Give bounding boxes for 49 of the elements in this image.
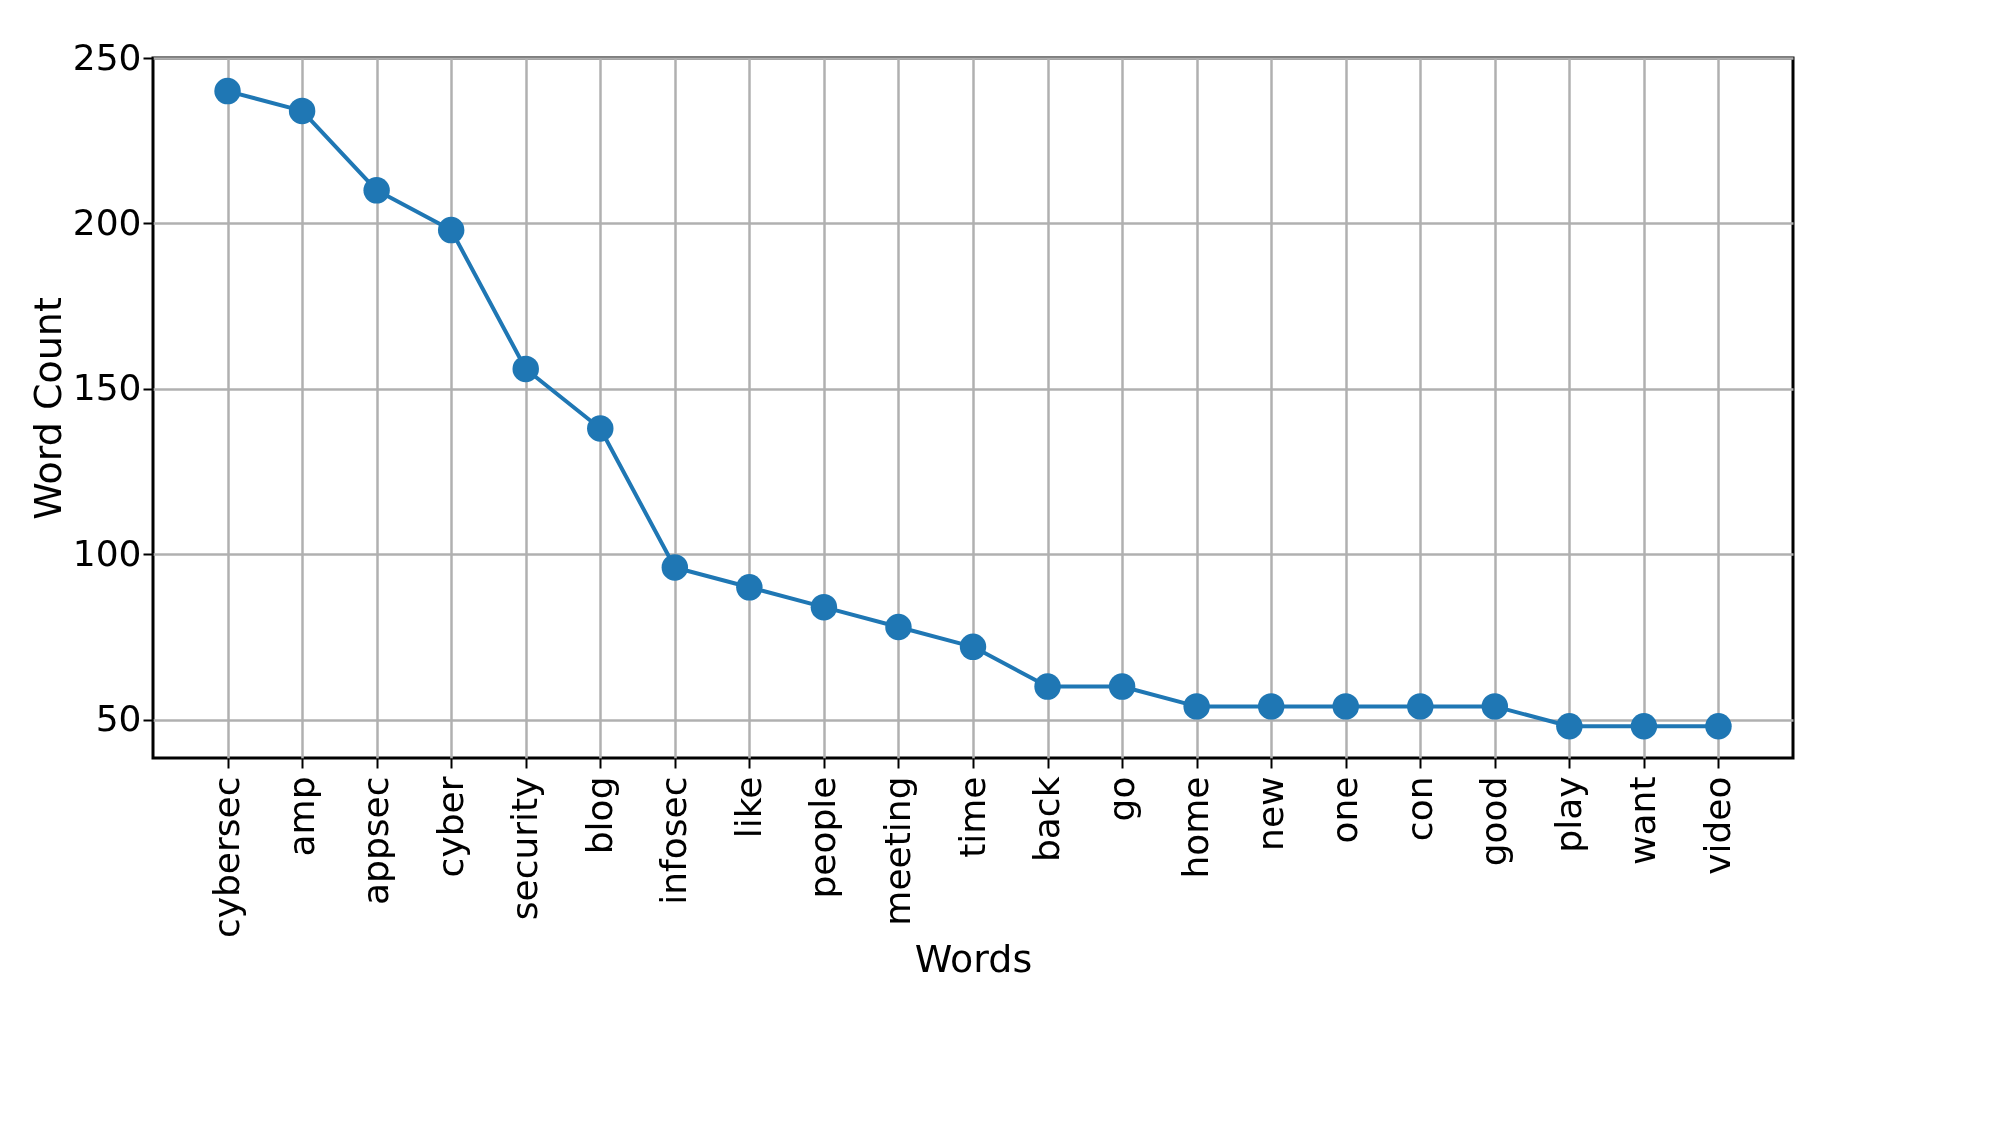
- point: [512, 355, 539, 383]
- point: [1481, 693, 1509, 720]
- x-tick-label: security: [504, 776, 546, 921]
- x-tick-label: cyber: [429, 776, 471, 878]
- point: [1705, 713, 1732, 740]
- x-tick-label: good: [1473, 776, 1515, 867]
- x-tick-label: go: [1100, 776, 1142, 822]
- x-axis-title: Words: [914, 937, 1033, 982]
- point: [1183, 693, 1210, 720]
- x-tick-label: time: [951, 776, 993, 858]
- point: [1034, 673, 1061, 700]
- x-tick-label: blog: [578, 776, 620, 855]
- point: [587, 415, 614, 442]
- point: [1332, 693, 1359, 720]
- point: [1630, 713, 1658, 740]
- point: [437, 216, 465, 244]
- x-tick-label: people: [802, 776, 844, 899]
- y-axis-title: Word Count: [25, 297, 70, 520]
- x-tick-label: back: [1026, 776, 1068, 863]
- y-tick-label: 250: [72, 36, 142, 78]
- y-tick-label: 100: [72, 532, 142, 574]
- x-tick-label: cybersec: [206, 776, 248, 939]
- point: [661, 554, 689, 581]
- point: [959, 633, 987, 661]
- x-tick-label: home: [1175, 776, 1217, 879]
- x-tick-label: infosec: [653, 776, 695, 905]
- x-tick-label: amp: [280, 776, 322, 857]
- point: [214, 77, 241, 105]
- point: [1556, 713, 1583, 740]
- point: [1407, 693, 1434, 720]
- x-tick-label: want: [1622, 776, 1664, 865]
- y-tick-label: 50: [95, 698, 142, 740]
- point: [810, 593, 838, 621]
- point: [885, 613, 912, 641]
- point: [1257, 693, 1285, 720]
- x-tick-label: play: [1547, 776, 1589, 853]
- point: [288, 97, 316, 125]
- y-tick-label: 200: [72, 201, 142, 243]
- x-tick-label: video: [1696, 776, 1738, 875]
- x-tick-label: like: [727, 776, 769, 839]
- point: [363, 177, 390, 204]
- x-tick-label: appsec: [355, 776, 397, 905]
- y-tick-label: 150: [72, 367, 142, 409]
- x-tick-label: con: [1398, 776, 1440, 842]
- x-tick-label: meeting: [876, 776, 918, 926]
- x-tick-label: one: [1324, 776, 1366, 844]
- x-tick-label: new: [1249, 776, 1291, 851]
- point: [736, 574, 763, 601]
- point: [1108, 673, 1136, 700]
